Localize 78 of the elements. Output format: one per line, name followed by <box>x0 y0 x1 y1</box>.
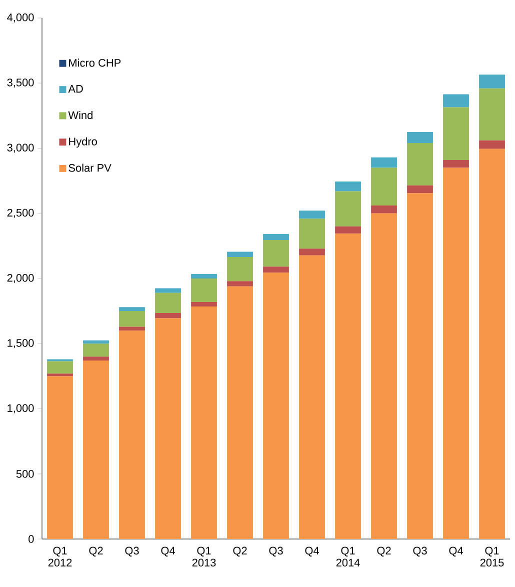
x-tick-label: Q4 <box>449 546 463 556</box>
legend-label: Micro CHP <box>69 58 121 67</box>
x-tick-label: Q2 <box>89 546 103 556</box>
y-tick-label: 3,500 <box>7 78 34 88</box>
bar <box>443 168 469 539</box>
y-tick-label: 0 <box>28 535 34 543</box>
bar <box>227 257 253 282</box>
bar <box>155 318 181 539</box>
bar <box>83 344 109 357</box>
x-tick-label: Q3 <box>269 546 283 556</box>
bar <box>263 240 289 267</box>
x-tick-label: Q3 <box>413 546 427 556</box>
y-tick-label: 4,000 <box>7 13 34 23</box>
x-tick-label: Q1 2015 <box>480 546 504 566</box>
bar <box>119 330 145 539</box>
bar <box>227 252 253 258</box>
bar <box>407 143 433 186</box>
bar <box>191 274 217 278</box>
x-tick-label: Q1 2012 <box>48 546 72 566</box>
bar <box>191 302 217 306</box>
bar <box>155 313 181 318</box>
y-tick-label: 500 <box>16 470 34 478</box>
bar <box>47 374 73 376</box>
bar <box>155 292 181 314</box>
x-tick-label: Q1 2014 <box>336 546 360 566</box>
bar <box>407 132 433 144</box>
bar <box>263 272 289 539</box>
legend-label: Solar PV <box>68 164 112 172</box>
bar <box>263 234 289 240</box>
bar <box>299 218 325 249</box>
y-tick-label: 2,500 <box>7 208 34 218</box>
bar <box>119 326 145 331</box>
bar <box>119 311 145 327</box>
bar <box>83 360 109 539</box>
bar <box>479 148 505 539</box>
bar <box>155 288 181 293</box>
bar <box>299 248 325 256</box>
bar <box>335 234 361 539</box>
bar <box>227 281 253 286</box>
bar <box>443 107 469 160</box>
bar <box>371 206 397 214</box>
y-tick-label: 2,000 <box>7 274 34 284</box>
legend-label: Wind <box>68 111 92 120</box>
bar <box>335 191 361 226</box>
x-tick-label: Q3 <box>125 546 139 556</box>
y-tick-label: 3,000 <box>7 144 34 153</box>
bar <box>479 140 505 149</box>
bar <box>335 181 361 192</box>
bar <box>47 361 73 374</box>
bar <box>263 266 289 273</box>
bar <box>119 307 145 312</box>
bar <box>407 193 433 539</box>
bar <box>479 74 505 88</box>
x-tick-label: Q1 2013 <box>192 546 216 566</box>
x-tick-label: Q4 <box>161 546 175 556</box>
bar <box>191 278 217 302</box>
x-tick-label: Q2 <box>233 546 247 556</box>
bar <box>371 213 397 539</box>
bar <box>371 157 397 168</box>
bar <box>191 306 217 539</box>
y-tick-label: 1,000 <box>8 404 34 414</box>
bar <box>227 286 253 539</box>
bar <box>47 376 73 539</box>
bar <box>299 255 325 539</box>
bar <box>371 168 397 206</box>
bar <box>407 185 433 194</box>
x-tick-label: Q2 <box>377 546 391 556</box>
bar <box>443 160 469 168</box>
x-tick-label: Q4 <box>305 546 319 556</box>
bar <box>479 88 505 140</box>
y-tick-label: 1,500 <box>8 339 34 348</box>
bar <box>83 340 109 344</box>
bar <box>335 226 361 234</box>
legend-label: Hydro <box>69 137 97 148</box>
bar <box>443 94 469 108</box>
legend-label: AD <box>68 85 83 93</box>
bar <box>83 356 109 361</box>
bar <box>299 210 325 219</box>
